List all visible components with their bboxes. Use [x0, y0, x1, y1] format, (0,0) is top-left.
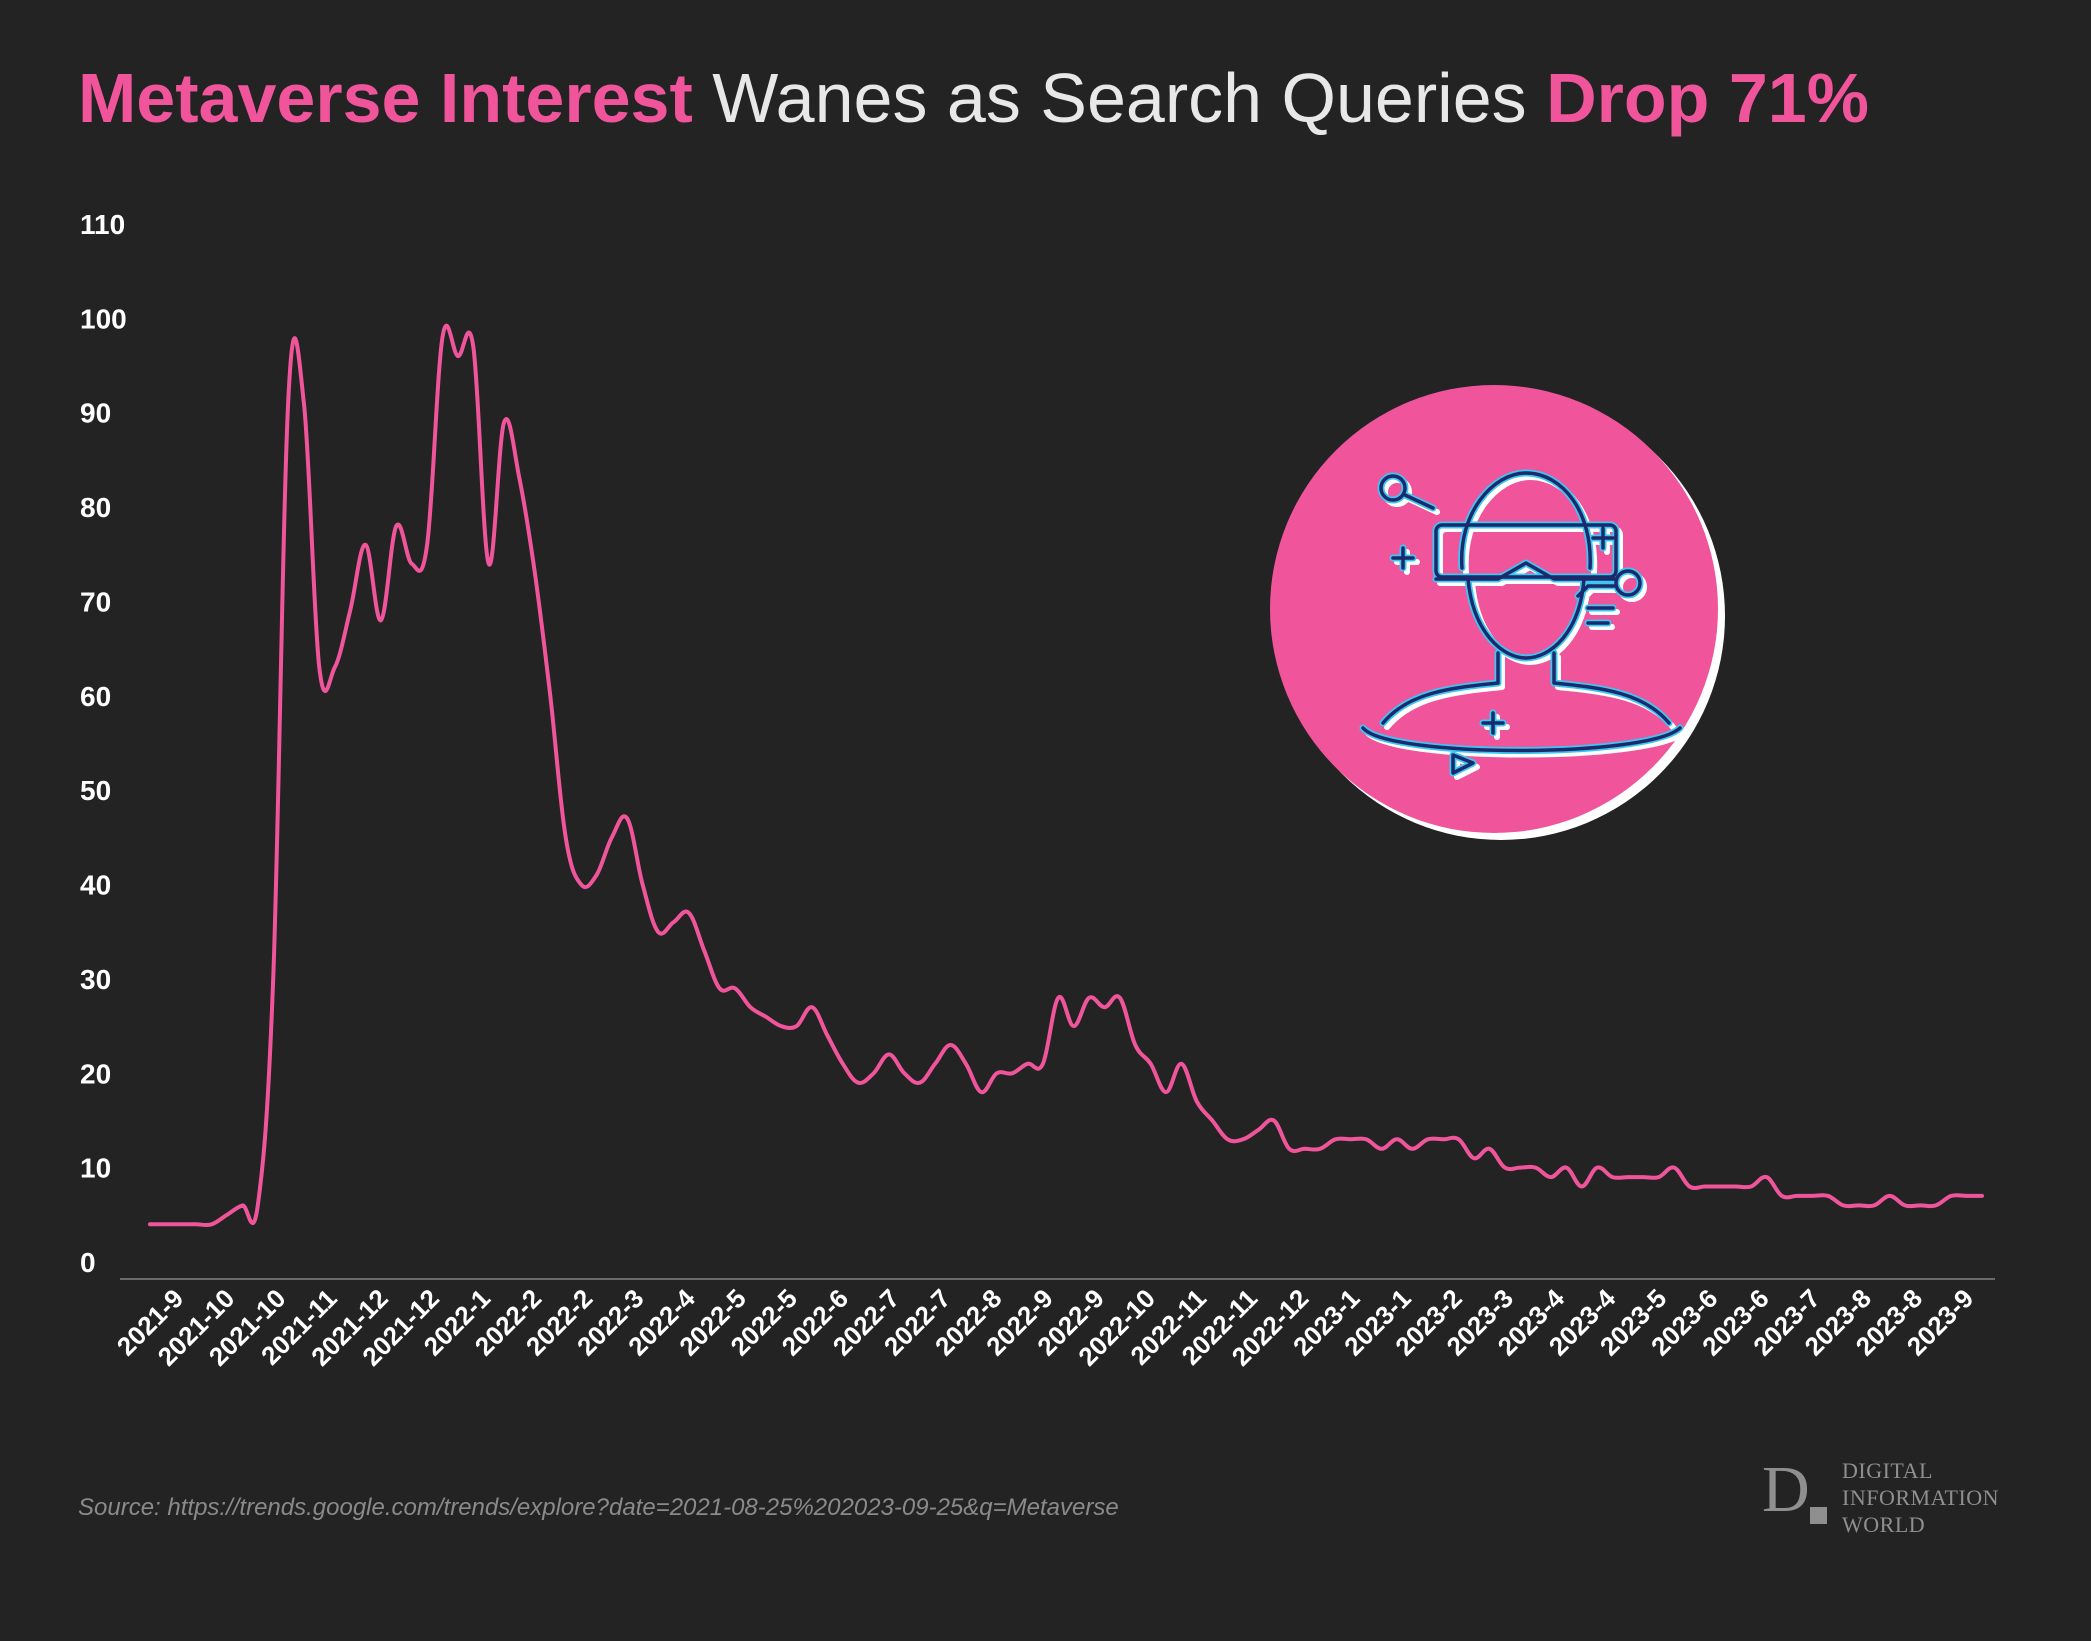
y-tick-label: 30 — [80, 964, 111, 995]
y-tick-label: 70 — [80, 586, 111, 617]
title-highlight-2: Drop 71% — [1546, 59, 1869, 137]
y-axis-ticks: 0 10 20 30 40 50 60 70 80 90 100 110 — [80, 209, 127, 1278]
y-tick-label: 20 — [80, 1058, 111, 1089]
vr-headset-person-icon — [1268, 383, 1728, 843]
title-highlight-1: Metaverse Interest — [78, 59, 693, 137]
y-tick-label: 60 — [80, 681, 111, 712]
series-line — [148, 323, 1984, 1228]
y-tick-label: 80 — [80, 492, 111, 523]
y-tick-label: 40 — [80, 870, 111, 901]
x-axis-ticks: 2021-92021-102021-102021-112021-122021-1… — [111, 1283, 1979, 1372]
logo-line-3: WORLD — [1842, 1512, 1926, 1537]
logo-mark: D — [1762, 1453, 1810, 1526]
logo-text: DIGITAL INFORMATION WORLD — [1842, 1457, 1999, 1538]
logo-square — [1810, 1507, 1827, 1524]
y-tick-label: 50 — [80, 775, 111, 806]
title-middle: Wanes as Search Queries — [692, 59, 1547, 137]
y-tick-label: 10 — [80, 1153, 111, 1184]
logo-line-2: INFORMATION — [1842, 1485, 2000, 1510]
y-tick-label: 100 — [80, 303, 127, 334]
brand-logo: D DIGITAL INFORMATION WORLD — [1762, 1453, 2012, 1538]
chart-title: Metaverse Interest Wanes as Search Queri… — [78, 58, 1869, 138]
logo-line-1: DIGITAL — [1842, 1458, 1933, 1483]
y-tick-label: 110 — [80, 209, 125, 240]
y-tick-label: 90 — [80, 398, 111, 429]
y-tick-label: 0 — [80, 1247, 96, 1278]
source-note: Source: https://trends.google.com/trends… — [78, 1494, 1119, 1521]
